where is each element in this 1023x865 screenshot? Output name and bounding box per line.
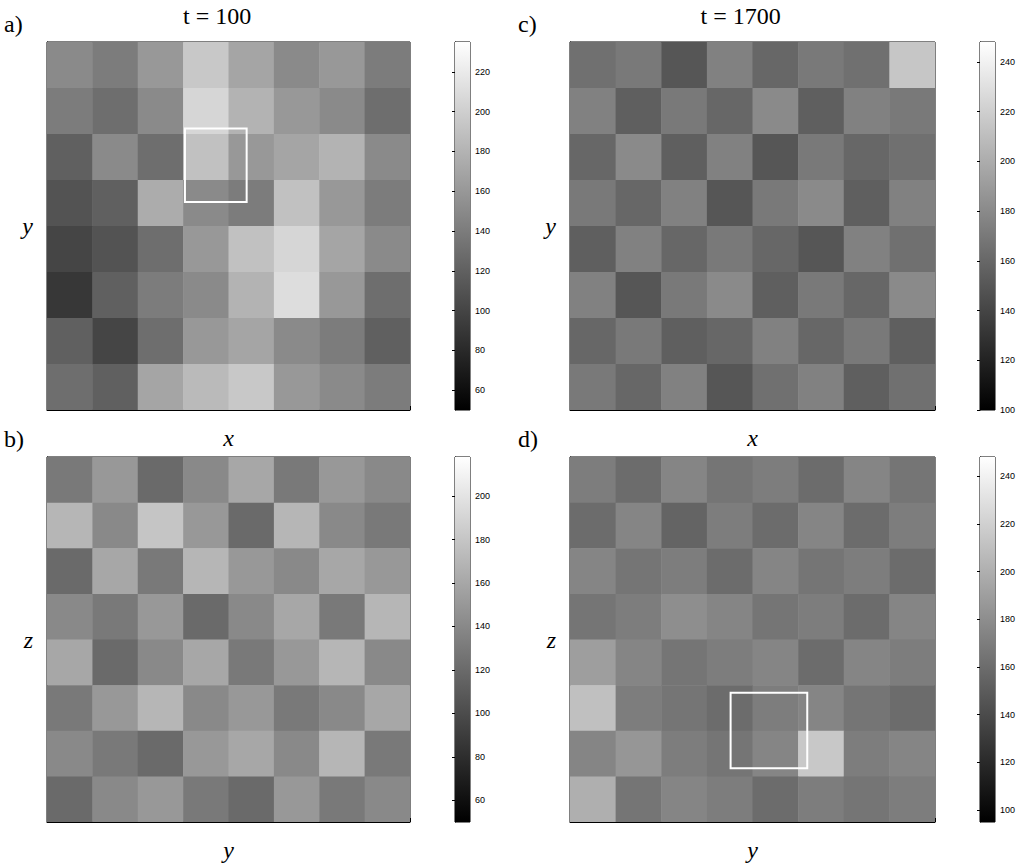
svg-text:160: 160 — [1000, 256, 1015, 266]
svg-text:240: 240 — [1000, 57, 1015, 67]
svg-text:100: 100 — [1000, 805, 1015, 815]
svg-text:140: 140 — [1000, 710, 1015, 720]
svg-text:80: 80 — [475, 752, 485, 762]
svg-text:b): b) — [4, 426, 24, 452]
svg-text:t = 100: t = 100 — [183, 3, 251, 29]
svg-text:x: x — [222, 425, 234, 451]
svg-text:t = 1700: t = 1700 — [701, 3, 781, 29]
svg-text:140: 140 — [475, 226, 490, 236]
svg-text:c): c) — [518, 11, 537, 37]
svg-text:100: 100 — [475, 708, 490, 718]
svg-text:x: x — [746, 425, 758, 451]
svg-text:240: 240 — [1000, 471, 1015, 481]
svg-text:140: 140 — [475, 621, 490, 631]
svg-text:100: 100 — [1000, 405, 1015, 415]
svg-text:200: 200 — [1000, 156, 1015, 166]
svg-text:180: 180 — [1000, 614, 1015, 624]
svg-text:220: 220 — [1000, 519, 1015, 529]
svg-text:y: y — [221, 837, 234, 863]
svg-text:160: 160 — [1000, 662, 1015, 672]
svg-text:200: 200 — [475, 107, 490, 117]
svg-text:y: y — [543, 213, 556, 239]
svg-text:z: z — [546, 627, 557, 653]
svg-text:y: y — [20, 213, 33, 239]
svg-text:200: 200 — [475, 491, 490, 501]
svg-text:220: 220 — [1000, 107, 1015, 117]
svg-text:z: z — [23, 627, 34, 653]
svg-text:160: 160 — [475, 578, 490, 588]
svg-text:140: 140 — [1000, 306, 1015, 316]
svg-text:180: 180 — [1000, 206, 1015, 216]
svg-text:180: 180 — [475, 146, 490, 156]
svg-text:120: 120 — [1000, 757, 1015, 767]
svg-text:60: 60 — [475, 795, 485, 805]
svg-text:d): d) — [518, 426, 538, 452]
svg-text:a): a) — [4, 11, 23, 37]
svg-text:y: y — [745, 837, 758, 863]
svg-text:120: 120 — [1000, 355, 1015, 365]
svg-text:100: 100 — [475, 306, 490, 316]
svg-text:220: 220 — [475, 67, 490, 77]
svg-text:120: 120 — [475, 266, 490, 276]
svg-text:160: 160 — [475, 186, 490, 196]
svg-text:80: 80 — [475, 345, 485, 355]
svg-text:180: 180 — [475, 535, 490, 545]
svg-text:200: 200 — [1000, 567, 1015, 577]
svg-text:60: 60 — [475, 385, 485, 395]
svg-text:120: 120 — [475, 665, 490, 675]
